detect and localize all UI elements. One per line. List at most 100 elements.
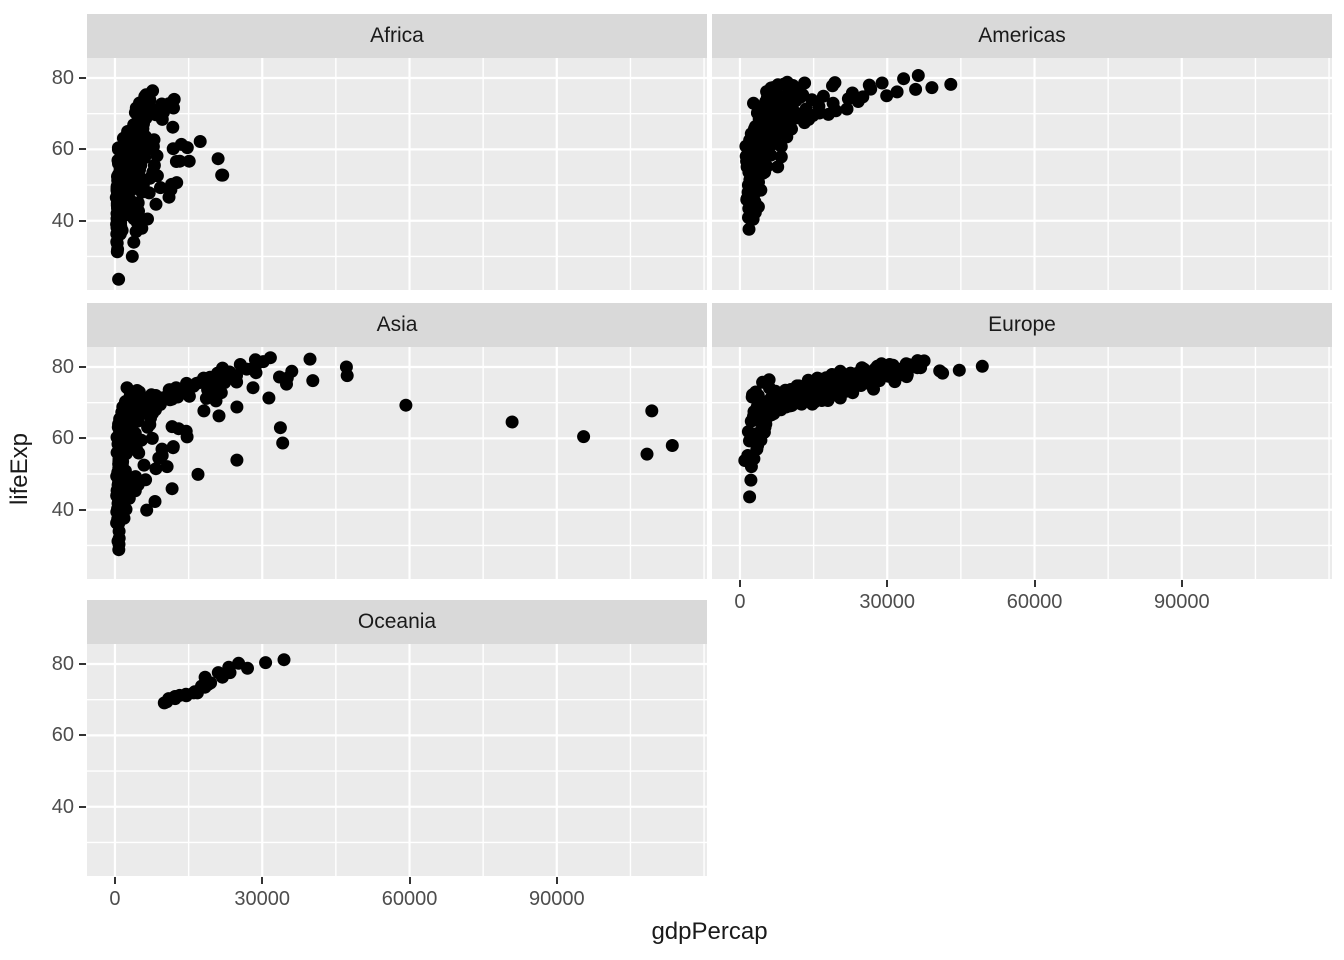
data-point	[233, 358, 247, 371]
data-point	[249, 366, 263, 380]
data-point	[259, 656, 273, 670]
x-tick-mark	[1033, 580, 1036, 587]
scatter-canvas-asia	[87, 347, 707, 579]
data-point	[763, 99, 777, 113]
data-point	[222, 371, 236, 385]
data-point	[780, 75, 794, 89]
data-point	[246, 381, 260, 395]
data-point	[211, 666, 225, 680]
data-point	[117, 427, 131, 441]
data-point	[146, 166, 160, 180]
scatter-canvas-europe	[712, 347, 1332, 579]
data-point	[744, 162, 758, 176]
data-point	[132, 204, 145, 218]
facet-strip-label: Africa	[370, 24, 424, 47]
data-point	[790, 379, 804, 393]
data-point	[142, 398, 156, 412]
data-point	[140, 503, 154, 517]
data-point	[577, 430, 591, 444]
data-point	[781, 87, 795, 101]
data-point	[143, 93, 157, 107]
data-point	[880, 89, 894, 103]
panel-europe	[712, 347, 1332, 579]
data-point	[760, 160, 774, 173]
data-point	[256, 355, 270, 369]
data-point	[763, 407, 777, 421]
data-point	[751, 439, 765, 452]
data-point	[129, 470, 142, 484]
x-tick-mark	[555, 877, 558, 884]
data-point	[645, 404, 659, 418]
y-tick-label: 60	[51, 724, 74, 747]
data-point	[222, 660, 236, 674]
data-point	[844, 366, 857, 380]
data-point	[198, 670, 212, 684]
data-point	[744, 473, 758, 487]
data-point	[273, 421, 287, 435]
data-point	[139, 473, 153, 487]
facet-strip-label: Europe	[988, 313, 1056, 336]
y-tick-label: 80	[51, 652, 74, 675]
data-point	[871, 365, 885, 379]
data-point	[180, 141, 194, 155]
data-point	[845, 86, 859, 100]
x-tick-label: 30000	[859, 591, 916, 613]
data-point	[127, 136, 141, 150]
data-point	[116, 131, 130, 145]
data-point	[505, 415, 519, 429]
data-point	[741, 178, 755, 192]
data-point	[911, 69, 925, 82]
data-point	[665, 439, 679, 452]
y-axis-title: lifeExp	[6, 432, 33, 506]
data-point	[112, 495, 126, 509]
facet-strip-oceania: Oceania	[87, 600, 707, 644]
data-point	[826, 96, 840, 110]
data-point	[738, 454, 752, 467]
data-point	[933, 364, 947, 378]
data-point	[748, 206, 762, 219]
y-tick-label: 80	[51, 355, 74, 378]
data-point	[805, 93, 819, 107]
y-tick-mark	[79, 734, 86, 737]
data-point	[306, 374, 320, 388]
data-point	[303, 352, 317, 366]
data-point	[785, 122, 798, 136]
data-point	[149, 197, 163, 211]
data-point	[197, 404, 211, 418]
data-point	[130, 384, 144, 397]
data-point	[212, 409, 226, 423]
data-point	[173, 154, 187, 168]
data-point	[768, 132, 782, 146]
data-point	[640, 447, 654, 461]
x-tick-label: 60000	[1006, 591, 1063, 613]
data-point	[148, 495, 162, 508]
data-point	[134, 433, 148, 447]
data-point	[111, 534, 125, 548]
panel-africa	[87, 58, 707, 290]
y-tick-mark	[79, 805, 86, 808]
data-point	[143, 418, 157, 431]
data-point	[815, 391, 829, 405]
data-point	[800, 387, 814, 401]
data-point	[182, 154, 196, 168]
data-point	[115, 454, 129, 467]
x-tick-label: 0	[734, 591, 746, 613]
data-point	[821, 107, 835, 121]
data-point	[910, 361, 924, 375]
y-tick-mark	[79, 662, 86, 665]
x-tick-mark	[113, 877, 116, 884]
data-point	[125, 249, 139, 263]
y-tick-label: 60	[51, 427, 74, 450]
facet-strip-label: Oceania	[357, 610, 437, 633]
data-point	[183, 380, 197, 394]
data-point	[118, 440, 132, 454]
data-point	[276, 436, 290, 450]
y-tick-mark	[79, 148, 86, 151]
x-tick-label: 30000	[234, 888, 291, 910]
data-point	[909, 82, 923, 96]
data-point	[154, 392, 168, 406]
data-point	[859, 373, 872, 386]
data-point	[285, 364, 299, 378]
data-point	[774, 403, 788, 417]
data-point	[165, 420, 179, 434]
